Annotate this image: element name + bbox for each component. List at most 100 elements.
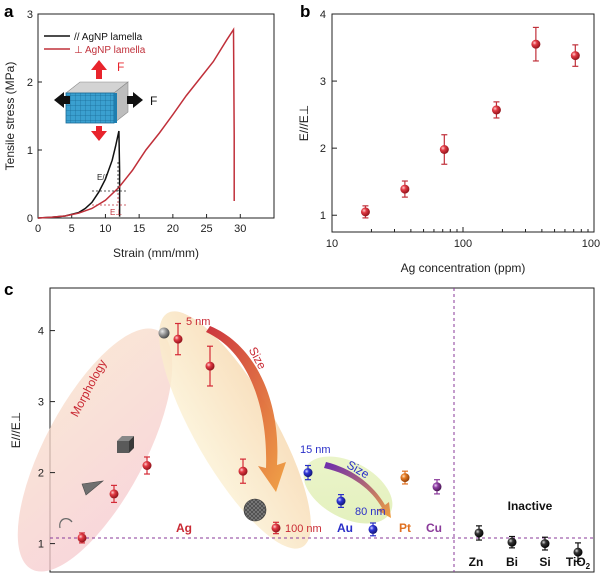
ag-5nm-label: 5 nm xyxy=(186,316,210,328)
c-data-point-ag xyxy=(142,461,152,470)
panel-a-letter: a xyxy=(4,2,14,21)
au-80nm-label: 80 nm xyxy=(355,506,386,518)
b-data-point xyxy=(439,144,449,154)
b-data-point xyxy=(491,105,501,115)
panel-c-group-labels: Ag Au Pt Cu Zn Bi Si TiO2 xyxy=(176,521,591,571)
c-data-point-cu xyxy=(432,482,442,492)
group-label-text: Bi xyxy=(506,555,518,569)
c-data-point-bi xyxy=(507,537,517,547)
a-x-tick-label: 20 xyxy=(167,223,179,235)
b-y-tick-label: 4 xyxy=(320,9,326,21)
a-x-tick-label: 25 xyxy=(200,223,212,235)
b-x-tick-label: 100 xyxy=(454,238,472,250)
c-data-point-zn xyxy=(474,528,484,538)
c-data-point-ag xyxy=(109,489,119,499)
a-x-tick-label: 30 xyxy=(234,223,246,235)
group-label-cu: Cu xyxy=(426,521,442,535)
panel-a-x-label: Strain (mm/mm) xyxy=(113,246,199,260)
sphere-large-icon xyxy=(243,498,267,522)
a-x-tick-label: 5 xyxy=(69,223,75,235)
group-label-pt: Pt xyxy=(399,521,411,535)
au-15nm-label: 15 nm xyxy=(300,444,331,456)
group-label-text: Au xyxy=(337,521,353,535)
panel-b-x-label: Ag concentration (ppm) xyxy=(401,261,526,275)
b-data-point xyxy=(360,207,370,217)
b-data-point xyxy=(400,184,410,194)
b-x-tick-label: 1000 xyxy=(582,238,600,250)
group-label-ag: Ag xyxy=(176,521,192,535)
a-x-tick-label: 10 xyxy=(99,223,111,235)
nanowire-icon xyxy=(59,518,73,529)
modulus-guides xyxy=(92,162,127,206)
c-data-point-pt xyxy=(400,473,410,483)
panel-b-letter: b xyxy=(300,2,310,21)
force-arrows-icon xyxy=(54,60,143,141)
e-parallel-label: E// xyxy=(97,173,108,182)
panel-a-legend: // AgNP lamella ⊥ AgNP lamella xyxy=(44,32,146,56)
a-y-tick-label: 2 xyxy=(27,77,33,89)
c-data-point-si xyxy=(540,539,550,549)
a-x-tick-label: 0 xyxy=(35,223,41,235)
group-label-text: Cu xyxy=(426,521,442,535)
a-x-tick-label: 15 xyxy=(133,223,145,235)
group-label-zn: Zn xyxy=(469,555,484,569)
group-label-text: TiO xyxy=(566,555,586,569)
au-size-highlight xyxy=(303,456,393,524)
c-data-point-au xyxy=(368,524,378,534)
panel-b-points xyxy=(360,26,580,219)
group-label-si: Si xyxy=(539,555,550,569)
c-data-point-ag xyxy=(77,533,87,543)
force-label-horizontal: F xyxy=(150,94,157,108)
panel-a-ticks: 0 5 10 15 20 25 30 0 1 2 3 xyxy=(27,9,247,235)
panel-c-letter: c xyxy=(4,280,13,299)
panel-a-frame xyxy=(37,13,275,219)
c-data-point-au xyxy=(303,468,313,478)
force-label-vertical: F xyxy=(117,60,124,74)
c-data-point-ag xyxy=(271,523,281,533)
group-label-text: Si xyxy=(539,555,550,569)
panel-a-stress-strain-chart: 0 5 10 15 20 25 30 0 1 2 3 E// E⊥ // AgNP lamella … xyxy=(3,9,275,260)
morphology-highlight xyxy=(17,328,173,572)
panel-b-concentration-chart: 10 100 1000 1 2 3 4 Ag concentration (ppm) E//… xyxy=(297,9,600,275)
series-perpendicular-line xyxy=(37,27,235,219)
ag-size-highlight xyxy=(159,311,311,549)
b-x-tick-label: 10 xyxy=(326,238,338,250)
ag-size-arrow-icon xyxy=(206,326,286,492)
c-y-tick-label: 3 xyxy=(38,397,44,409)
panel-c-ticks: 1 2 3 4 xyxy=(38,326,55,551)
inactive-label: Inactive xyxy=(508,499,553,513)
panel-c-y-label: E///E⊥ xyxy=(9,412,23,448)
panel-b-y-label: E///E⊥ xyxy=(297,105,311,141)
ag-100nm-label: 100 nm xyxy=(285,523,322,535)
a-y-tick-label: 0 xyxy=(27,213,33,225)
group-label-subscript: 2 xyxy=(586,562,591,571)
e-perp-label: E⊥ xyxy=(110,208,122,217)
c-y-tick-label: 2 xyxy=(38,468,44,480)
au-size-arrow-icon xyxy=(324,462,391,518)
a-y-tick-label: 1 xyxy=(27,145,33,157)
legend-parallel-label: // AgNP lamella xyxy=(74,32,143,43)
panel-a-y-label: Tensile stress (MPa) xyxy=(3,62,17,171)
group-label-tio: TiO2 xyxy=(566,555,591,571)
c-data-point-ag xyxy=(238,466,248,476)
group-label-au: Au xyxy=(337,521,353,535)
panel-b-ticks: 10 100 1000 1 2 3 4 xyxy=(320,9,600,250)
legend-perpendicular-label: ⊥ AgNP lamella xyxy=(74,45,146,56)
c-data-point-tio2 xyxy=(573,547,583,557)
b-y-tick-label: 3 xyxy=(320,76,326,88)
a-y-tick-label: 3 xyxy=(27,9,33,21)
b-y-tick-label: 2 xyxy=(320,143,326,155)
panel-b-frame xyxy=(331,13,595,233)
triangle-plate-icon xyxy=(81,480,105,496)
c-data-point-ag xyxy=(173,334,183,344)
panel-a-series xyxy=(37,27,235,219)
cube-icon xyxy=(117,436,134,453)
group-label-text: Ag xyxy=(176,521,192,535)
group-label-bi: Bi xyxy=(506,555,518,569)
c-data-point-ag xyxy=(205,361,215,371)
c-y-tick-label: 1 xyxy=(38,539,44,551)
series-parallel-line xyxy=(37,130,121,219)
group-label-text: Pt xyxy=(399,521,411,535)
